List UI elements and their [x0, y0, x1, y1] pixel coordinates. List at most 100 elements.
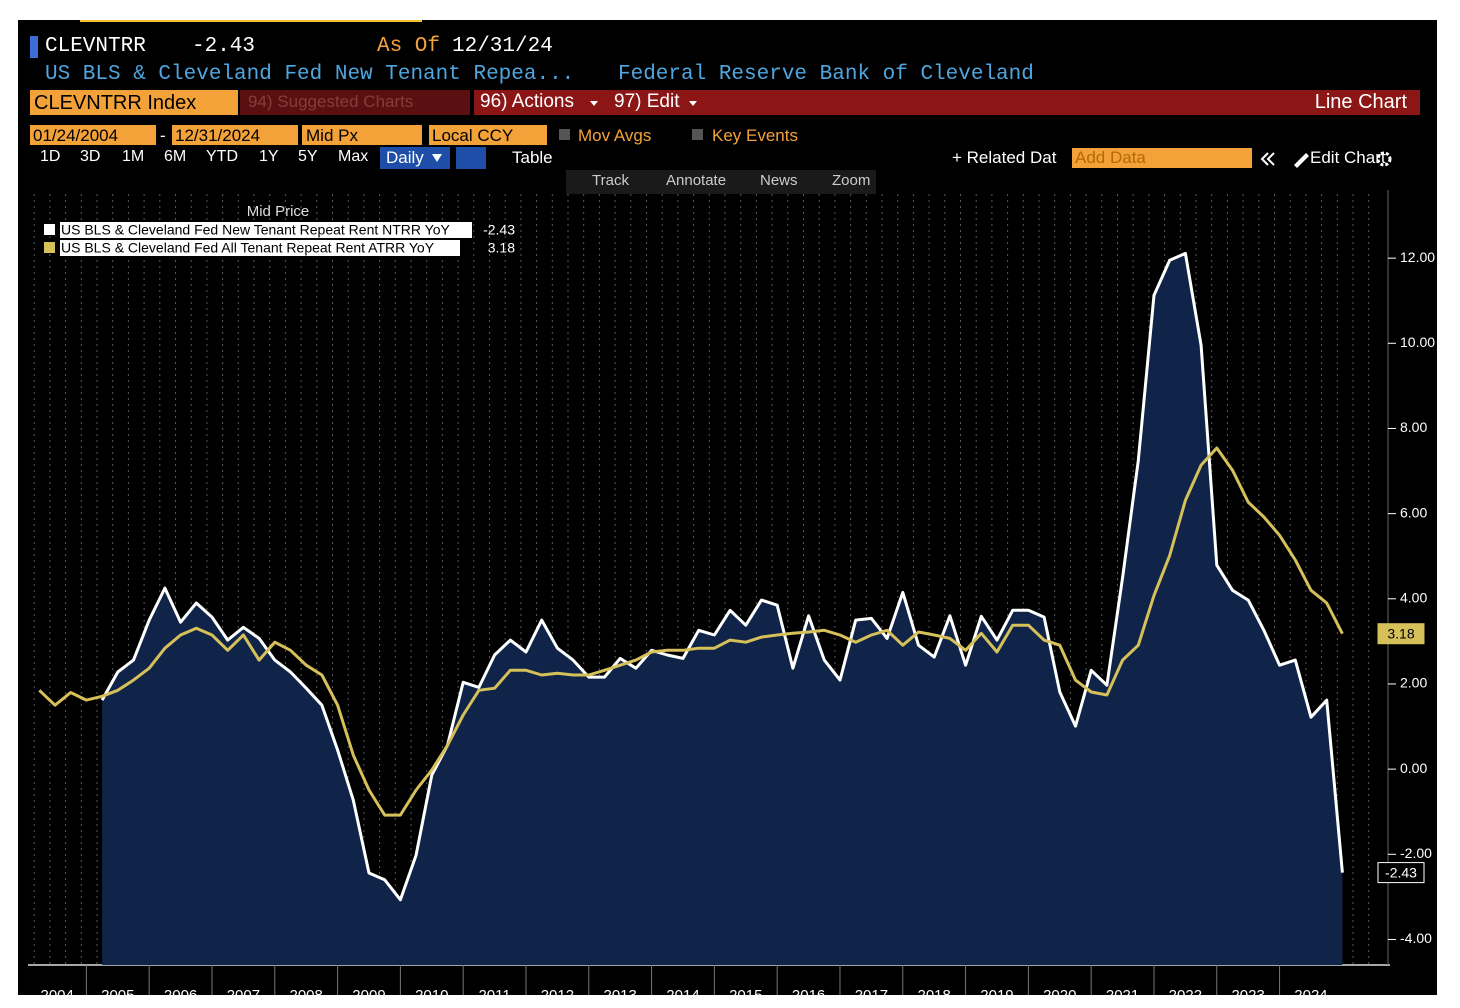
ticker: CLEVNTRR	[45, 35, 146, 58]
legend-label: US BLS & Cleveland Fed New Tenant Repeat…	[61, 222, 451, 238]
edit-chart[interactable]: Edit Chart	[1310, 148, 1386, 167]
collapse-icon[interactable]	[1260, 152, 1275, 166]
y-tick-label: 10.00	[1400, 334, 1435, 350]
period-button[interactable]: YTD	[206, 148, 238, 165]
x-tick-label: 2006	[164, 987, 197, 995]
frequency-box[interactable]	[380, 147, 450, 169]
currency[interactable]: Local CCY	[432, 126, 514, 145]
end-date-box[interactable]	[172, 125, 298, 145]
chart-tool[interactable]: News	[760, 172, 798, 189]
related-data[interactable]: + Related Dat	[952, 148, 1057, 167]
y-tick-label: -2.00	[1400, 845, 1432, 861]
mov-avgs[interactable]: Mov Avgs	[578, 126, 652, 145]
checkbox[interactable]	[692, 129, 703, 140]
date-separator: -	[160, 126, 166, 145]
currency-box[interactable]	[429, 125, 547, 145]
dropdown-icon	[689, 101, 697, 110]
as-of-date: 12/31/24	[452, 35, 553, 58]
source: Federal Reserve Bank of Cleveland	[618, 63, 1034, 86]
table-button[interactable]: Table	[512, 148, 553, 167]
line	[100, 251, 1344, 902]
key-events[interactable]: Key Events	[712, 126, 798, 145]
x-tick-label: 2024	[1294, 987, 1327, 995]
last-value-tag	[1377, 623, 1425, 645]
x-tick-label: 2009	[352, 987, 385, 995]
legend-swatch	[44, 242, 55, 253]
description: US BLS & Cleveland Fed New Tenant Repea.…	[45, 63, 575, 86]
period-button[interactable]: 1D	[40, 148, 61, 165]
period-button[interactable]: 1Y	[259, 148, 279, 165]
x-tick-label: 2021	[1106, 987, 1139, 995]
y-tick-label: 0.00	[1400, 760, 1427, 776]
suggested-charts[interactable]: 94) Suggested Charts	[248, 92, 414, 111]
y-tick-label: 12.00	[1400, 249, 1435, 265]
y-tick-label: 4.00	[1400, 589, 1427, 605]
gear-icon[interactable]	[1376, 151, 1392, 167]
x-tick-label: 2023	[1231, 987, 1264, 995]
menu-bar	[474, 90, 1420, 115]
period-button[interactable]: 3D	[80, 148, 101, 165]
x-tick-label: 2004	[41, 987, 74, 995]
last-value-tag	[1377, 862, 1425, 884]
add-data[interactable]: Add Data	[1075, 148, 1146, 167]
y-tick-label: 2.00	[1400, 675, 1427, 691]
actions-menu[interactable]: 96) Actions	[480, 91, 574, 112]
x-tick-label: 2022	[1169, 987, 1202, 995]
dropdown-icon	[590, 101, 598, 110]
chart-tool[interactable]: Annotate	[666, 172, 727, 189]
chart: Mid Price 2004 2005 2006 2007 2008 2009 2010 20…	[28, 190, 1435, 995]
field[interactable]: Mid Px	[306, 126, 358, 145]
start-date[interactable]: 01/24/2004	[33, 126, 119, 145]
x-tick-label: 2015	[729, 987, 762, 995]
start-date-box[interactable]	[30, 125, 156, 145]
last-value-label: -2.43	[1385, 864, 1417, 880]
top-accent	[80, 20, 422, 22]
checkbox[interactable]	[559, 129, 570, 140]
x-tick-label: 2017	[855, 987, 888, 995]
chart-icon-button[interactable]	[456, 147, 486, 169]
chart-type[interactable]: Line Chart	[1314, 91, 1407, 113]
y-tick-label: 6.00	[1400, 504, 1427, 520]
x-tick-label: 2012	[541, 987, 574, 995]
x-tick-label: 2007	[227, 987, 260, 995]
chart-tool[interactable]: Zoom	[832, 172, 871, 189]
edit-menu[interactable]: 97) Edit	[614, 91, 680, 112]
legend-highlight	[60, 240, 460, 256]
period-button[interactable]: 1M	[122, 148, 145, 165]
period-button[interactable]: 5Y	[298, 148, 318, 165]
toolbar-icons	[1260, 151, 1392, 168]
legend-swatch	[44, 224, 55, 235]
line	[38, 446, 1344, 817]
terminal-panel: CLEVNTRR -2.43 As Of 12/31/24 US BLS & C…	[18, 20, 1437, 995]
area	[102, 253, 1343, 965]
dropdown-icon	[432, 154, 442, 167]
end-date[interactable]: 12/31/2024	[175, 126, 261, 145]
add-data-box[interactable]	[1072, 148, 1252, 168]
x-tick-label: 2013	[604, 987, 637, 995]
security[interactable]: CLEVNTRR Index	[34, 92, 197, 114]
period-button[interactable]: 6M	[164, 148, 187, 165]
security-box[interactable]	[30, 90, 238, 115]
x-tick-label: 2011	[478, 987, 510, 995]
y-tick-label: 8.00	[1400, 419, 1427, 435]
field-box[interactable]	[302, 125, 422, 145]
frequency[interactable]: Daily	[386, 148, 424, 167]
as-of-label: As Of	[377, 35, 441, 58]
x-tick-label: 2008	[290, 987, 323, 995]
x-tick-label: 2016	[792, 987, 825, 995]
x-tick-label: 2014	[666, 987, 699, 995]
x-tick-label: 2010	[415, 987, 448, 995]
x-tick-label: 2005	[101, 987, 134, 995]
period-button[interactable]: Max	[338, 148, 369, 165]
legend-title: Mid Price	[247, 203, 310, 220]
last-value: -2.43	[192, 35, 256, 58]
legend-value: -2.43	[483, 222, 515, 238]
ticker-marker	[30, 36, 38, 58]
legend-value: 3.18	[488, 240, 515, 256]
x-tick-label: 2019	[980, 987, 1013, 995]
x-tick-label: 2018	[917, 987, 950, 995]
suggested-box[interactable]	[240, 90, 470, 115]
chart-tool[interactable]: Track	[592, 172, 629, 189]
x-tick-label: 2020	[1043, 987, 1076, 995]
